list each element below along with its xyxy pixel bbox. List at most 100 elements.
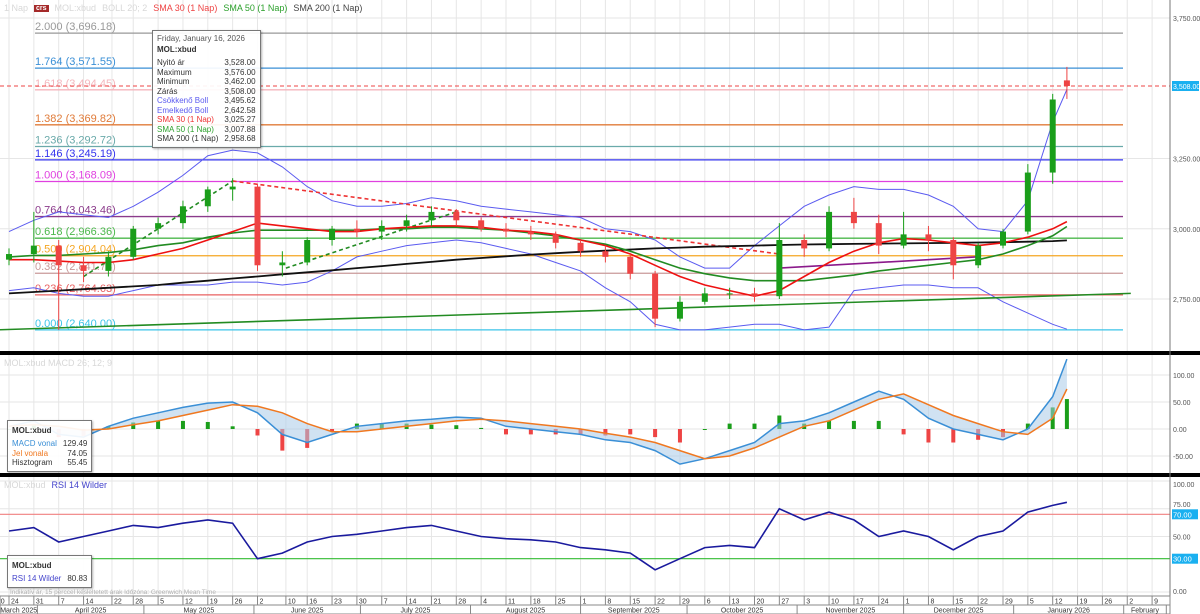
last-price-badge	[1172, 81, 1199, 92]
day-tick-label: 2	[260, 599, 264, 606]
day-tick-label: 8	[607, 599, 611, 606]
macd-histogram-bar	[702, 429, 707, 430]
legend-row-value: 2,642.58	[224, 105, 256, 115]
month-label: December 2025	[934, 608, 984, 614]
symbol-label: MOL:xbud	[54, 3, 97, 13]
last-price-label: 3,508.00	[1173, 84, 1200, 91]
candle	[378, 220, 385, 240]
day-tick-label: 12	[185, 599, 193, 606]
day-tick-label: 14	[409, 599, 417, 606]
candle-body	[378, 225, 385, 232]
day-tick-label: 16	[309, 599, 317, 606]
legend-row-value: 3,462.00	[224, 77, 256, 86]
day-tick-label: 14	[86, 599, 94, 606]
legend-row-value: 3,576.00	[224, 67, 256, 77]
candle-body	[975, 245, 982, 266]
legend-row: SMA 200 (1 Nap) 2,958.68	[157, 134, 256, 144]
day-tick-label: 22	[114, 599, 122, 606]
sma200-legend[interactable]: SMA 200 (1 Nap)	[293, 3, 363, 13]
tooltip-symbol: MOL:xbud	[157, 45, 197, 54]
candle-body	[850, 211, 857, 224]
candle-body	[701, 293, 708, 302]
rsi-legend-label: RSI 14 Wilder	[12, 574, 62, 583]
fib-level-label: 0.764 (3,043.46)	[35, 205, 116, 217]
candle-body	[726, 293, 733, 295]
macd-histogram-bar	[429, 424, 434, 429]
candle-body	[875, 223, 882, 246]
candle	[602, 245, 609, 263]
panel-separator	[1171, 473, 1200, 477]
day-tick-label: 7	[61, 599, 65, 606]
candle-body	[900, 234, 907, 246]
candle	[403, 214, 410, 232]
rsi-level-label: 70.00	[1173, 510, 1192, 519]
day-tick-label: 26	[1104, 599, 1112, 606]
day-tick-label: 27	[781, 599, 789, 606]
day-tick-label: 29	[682, 599, 690, 606]
candle	[105, 251, 112, 277]
candle	[204, 186, 211, 212]
candle	[503, 223, 509, 238]
macd-histogram-bar	[752, 423, 757, 429]
bollinger-upper-band	[8, 89, 1068, 269]
legend-row: Hisztogram 55.45	[12, 458, 87, 468]
candle-body	[627, 256, 634, 274]
sma30-legend[interactable]: SMA 30 (1 Nap)	[153, 3, 218, 13]
macd-axis-tick: 50.00	[1173, 400, 1191, 407]
sma50-legend[interactable]: SMA 50 (1 Nap)	[223, 3, 288, 13]
legend-row-label: SMA 50 (1 Nap)	[157, 124, 214, 134]
candle	[900, 211, 907, 249]
candle	[726, 287, 733, 299]
rsi-axis-tick: 100.00	[1173, 482, 1195, 489]
legend-row-value: 3,508.00	[224, 86, 256, 96]
candle	[1063, 66, 1070, 99]
candle-body	[1000, 231, 1006, 246]
candle	[353, 220, 360, 238]
panel-separator	[0, 351, 1200, 355]
candle	[826, 206, 833, 252]
panel-separator	[1171, 351, 1200, 355]
legend-row-value: 3,495.62	[224, 96, 256, 105]
exchange-logo: crs	[34, 4, 49, 12]
month-label: May 2025	[184, 608, 215, 614]
day-tick-label: 28	[458, 599, 466, 606]
boll-legend[interactable]: BOLL 20; 2	[102, 3, 148, 13]
price-axis-tick: 2,750.00	[1173, 297, 1200, 304]
trendline	[0, 292, 1131, 331]
month-label: August 2025	[506, 608, 545, 614]
legend-row: Zárás 3,508.00	[157, 87, 256, 97]
sma200-line	[8, 239, 1067, 295]
candle-body	[552, 234, 559, 243]
macd-axis-tick: 0.00	[1173, 427, 1187, 434]
candle	[453, 209, 460, 226]
legend-row: Minimum 3,462.00	[157, 77, 256, 87]
legend-row-label: Zárás	[157, 86, 178, 96]
fib-level-label: 2.000 (3,696.18)	[35, 21, 116, 33]
candle-body	[826, 211, 833, 249]
month-label: March 2025	[0, 608, 37, 614]
candle	[55, 239, 62, 330]
ohlc-tooltip: Friday, January 16, 2026 MOL:xbud Nyitó …	[152, 30, 261, 148]
candle-body	[179, 206, 186, 224]
legend-row-value: 3,025.27	[224, 115, 256, 124]
legend-row: MACD vonal 129.49	[12, 439, 87, 449]
candle	[1024, 164, 1031, 235]
fib-level-label: 1.146 (3,245.19)	[35, 148, 116, 160]
candle-body	[279, 262, 286, 266]
candle	[652, 270, 659, 328]
macd-histogram-bar	[205, 421, 210, 429]
day-tick-label: 12	[1055, 599, 1063, 606]
candle-body	[403, 220, 410, 226]
candle	[130, 225, 137, 260]
candle-body	[105, 256, 112, 271]
day-tick-label: 22	[980, 599, 988, 606]
macd-histogram-bar	[156, 420, 161, 429]
legend-row-label: SMA 30 (1 Nap)	[157, 115, 214, 124]
macd-histogram-bar	[653, 429, 658, 438]
candle-body	[527, 231, 534, 235]
rsi-level-badge	[1172, 509, 1198, 520]
legend-row-label: Jel vonala	[12, 448, 49, 458]
macd-histogram-bar	[479, 427, 484, 429]
candle	[950, 237, 957, 280]
